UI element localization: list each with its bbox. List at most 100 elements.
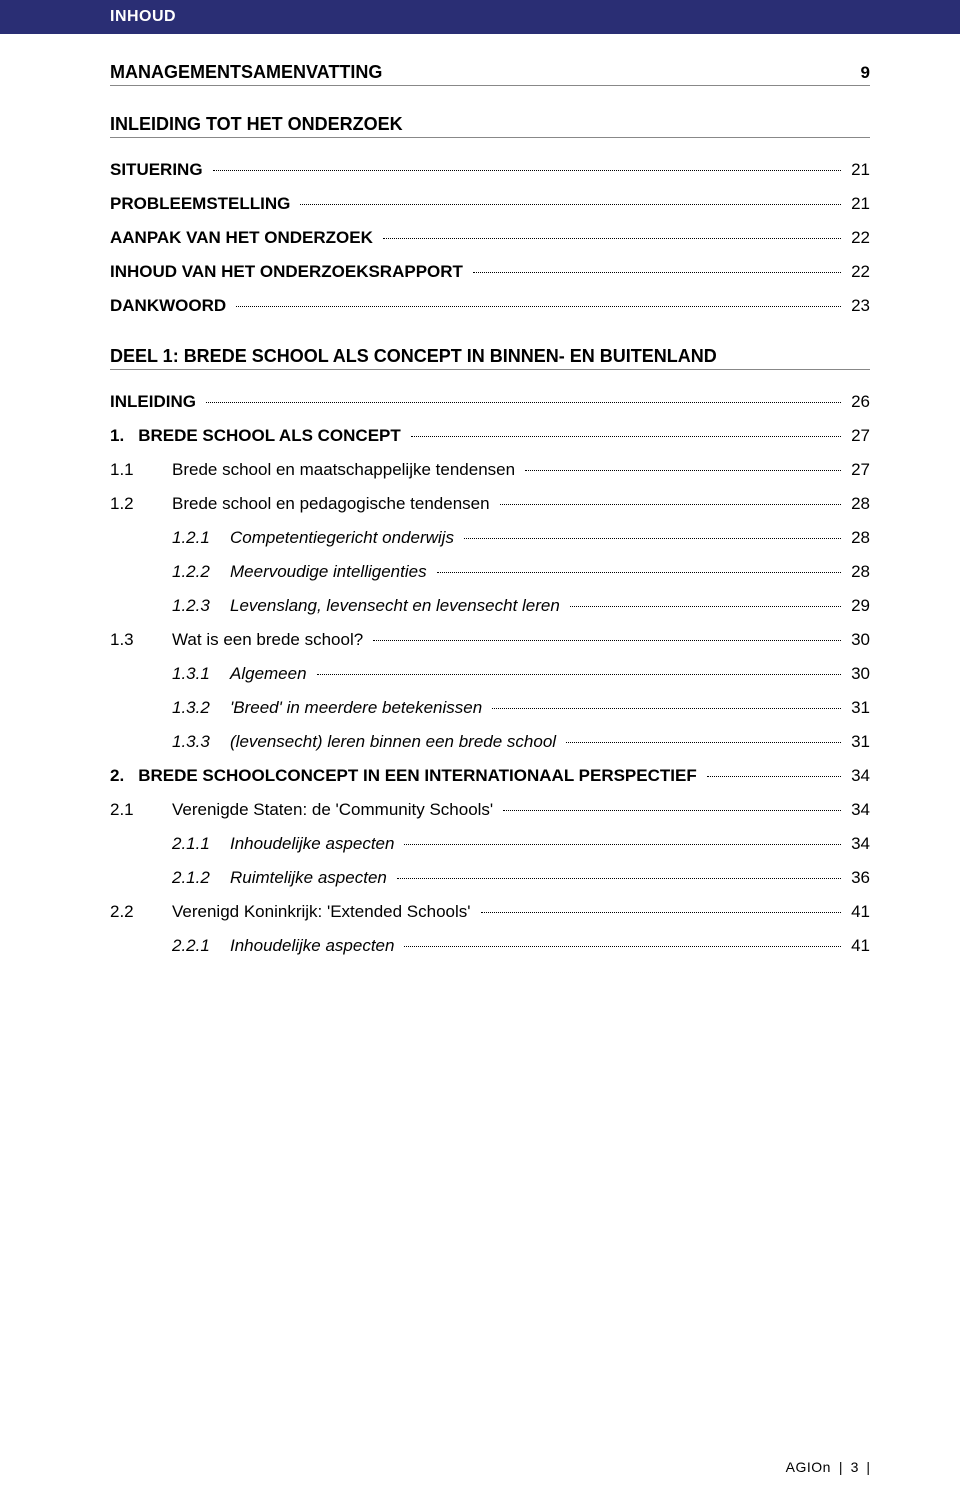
- toc-leader: [437, 572, 842, 573]
- toc-leader: [525, 470, 841, 471]
- toc-label: INHOUD VAN HET ONDERZOEKSRAPPORT: [110, 262, 469, 282]
- toc-num: 1.3.2: [172, 698, 230, 718]
- footer-divider: |: [839, 1459, 843, 1475]
- toc-num: 2.1.1: [172, 834, 230, 854]
- heading-inleiding-onderzoek: INLEIDING TOT HET ONDERZOEK: [110, 114, 870, 138]
- toc-label: Inhoudelijke aspecten: [230, 834, 400, 854]
- toc-row-2-1-2: 2.1.2 Ruimtelijke aspecten 36: [110, 868, 870, 888]
- toc-num: 1.2.1: [172, 528, 230, 548]
- toc-row-1-3-2: 1.3.2 'Breed' in meerdere betekenissen 3…: [110, 698, 870, 718]
- footer-page: 3: [851, 1459, 859, 1475]
- heading-label: INLEIDING TOT HET ONDERZOEK: [110, 114, 403, 135]
- toc-leader: [373, 640, 841, 641]
- toc-leader: [411, 436, 841, 437]
- toc-leader: [404, 946, 841, 947]
- toc-num: 1.: [110, 426, 138, 446]
- heading-deel1: DEEL 1: BREDE SCHOOL ALS CONCEPT IN BINN…: [110, 346, 870, 370]
- toc-row-inhoud-rapport: INHOUD VAN HET ONDERZOEKSRAPPORT 22: [110, 262, 870, 282]
- toc-page: 27: [845, 460, 870, 480]
- toc-leader: [317, 674, 842, 675]
- toc-label: Brede school en maatschappelijke tendens…: [172, 460, 521, 480]
- toc-num: 2.: [110, 766, 138, 786]
- toc-row-2-2: 2.2 Verenigd Koninkrijk: 'Extended Schoo…: [110, 902, 870, 922]
- toc-label: Brede school en pedagogische tendensen: [172, 494, 496, 514]
- toc-leader: [473, 272, 841, 273]
- toc-num: 2.1: [110, 800, 172, 820]
- toc-row-dankwoord: DANKWOORD 23: [110, 296, 870, 316]
- toc-label: PROBLEEMSTELLING: [110, 194, 296, 214]
- toc-label: AANPAK VAN HET ONDERZOEK: [110, 228, 379, 248]
- heading-label: MANAGEMENTSAMENVATTING: [110, 62, 382, 83]
- toc-page: 22: [845, 228, 870, 248]
- heading-page: 9: [861, 63, 870, 83]
- toc-page: 28: [845, 494, 870, 514]
- toc-leader: [383, 238, 841, 239]
- toc-page: 21: [845, 194, 870, 214]
- footer-brand: AGIOn: [786, 1459, 831, 1475]
- toc-row-1-2: 1.2 Brede school en pedagogische tendens…: [110, 494, 870, 514]
- toc-row-inleiding2: INLEIDING 26: [110, 392, 870, 412]
- toc-row-situering: SITUERING 21: [110, 160, 870, 180]
- page-footer: AGIOn | 3 |: [786, 1459, 870, 1475]
- toc-leader: [481, 912, 842, 913]
- toc-page: 29: [845, 596, 870, 616]
- toc-leader: [213, 170, 842, 171]
- toc-page: 26: [845, 392, 870, 412]
- toc-leader: [503, 810, 841, 811]
- toc-leader: [206, 402, 841, 403]
- toc-row-1: 1. BREDE SCHOOL ALS CONCEPT 27: [110, 426, 870, 446]
- toc-num: 1.2.2: [172, 562, 230, 582]
- toc-num: 2.1.2: [172, 868, 230, 888]
- toc-num: 1.1: [110, 460, 172, 480]
- toc-page: 27: [845, 426, 870, 446]
- toc-label: DANKWOORD: [110, 296, 232, 316]
- toc-page: 30: [845, 630, 870, 650]
- toc-page: 28: [845, 562, 870, 582]
- toc-num: 1.3.3: [172, 732, 230, 752]
- toc-page: 34: [845, 834, 870, 854]
- toc-page: 31: [845, 698, 870, 718]
- toc-label: Wat is een brede school?: [172, 630, 369, 650]
- toc-page: 41: [845, 902, 870, 922]
- toc-leader: [236, 306, 841, 307]
- toc-leader: [570, 606, 841, 607]
- toc-leader: [492, 708, 841, 709]
- toc-row-aanpak: AANPAK VAN HET ONDERZOEK 22: [110, 228, 870, 248]
- heading-managementsamenvatting: MANAGEMENTSAMENVATTING 9: [110, 62, 870, 86]
- toc-label: Inhoudelijke aspecten: [230, 936, 400, 956]
- toc-label: BREDE SCHOOL ALS CONCEPT: [138, 426, 407, 446]
- toc-num: 2.2: [110, 902, 172, 922]
- toc-page: 23: [845, 296, 870, 316]
- toc-label: Competentiegericht onderwijs: [230, 528, 460, 548]
- toc-label: Verenigde Staten: de 'Community Schools': [172, 800, 499, 820]
- banner-inhoud: INHOUD: [0, 0, 960, 34]
- toc-page: 41: [845, 936, 870, 956]
- toc-label: (levensecht) leren binnen een brede scho…: [230, 732, 562, 752]
- toc-row-2-1-1: 2.1.1 Inhoudelijke aspecten 34: [110, 834, 870, 854]
- toc-row-1-3: 1.3 Wat is een brede school? 30: [110, 630, 870, 650]
- toc-leader: [566, 742, 841, 743]
- toc-num: 1.2.3: [172, 596, 230, 616]
- toc-row-1-2-3: 1.2.3 Levenslang, levensecht en levensec…: [110, 596, 870, 616]
- toc-row-1-3-1: 1.3.1 Algemeen 30: [110, 664, 870, 684]
- toc-leader: [300, 204, 841, 205]
- toc-row-1-3-3: 1.3.3 (levensecht) leren binnen een bred…: [110, 732, 870, 752]
- toc-row-2-2-1: 2.2.1 Inhoudelijke aspecten 41: [110, 936, 870, 956]
- toc-num: 1.3.1: [172, 664, 230, 684]
- toc-label: INLEIDING: [110, 392, 202, 412]
- footer-divider: |: [866, 1459, 870, 1475]
- toc-page: 34: [845, 766, 870, 786]
- toc-row-2-1: 2.1 Verenigde Staten: de 'Community Scho…: [110, 800, 870, 820]
- toc-leader: [404, 844, 841, 845]
- toc-num: 1.2: [110, 494, 172, 514]
- toc-row-probleemstelling: PROBLEEMSTELLING 21: [110, 194, 870, 214]
- toc-label: 'Breed' in meerdere betekenissen: [230, 698, 488, 718]
- toc-page: 28: [845, 528, 870, 548]
- toc-page: 22: [845, 262, 870, 282]
- toc-page: 36: [845, 868, 870, 888]
- toc-leader: [397, 878, 841, 879]
- toc-num: 2.2.1: [172, 936, 230, 956]
- toc-row-1-2-1: 1.2.1 Competentiegericht onderwijs 28: [110, 528, 870, 548]
- banner-title: INHOUD: [110, 8, 176, 25]
- toc-label: SITUERING: [110, 160, 209, 180]
